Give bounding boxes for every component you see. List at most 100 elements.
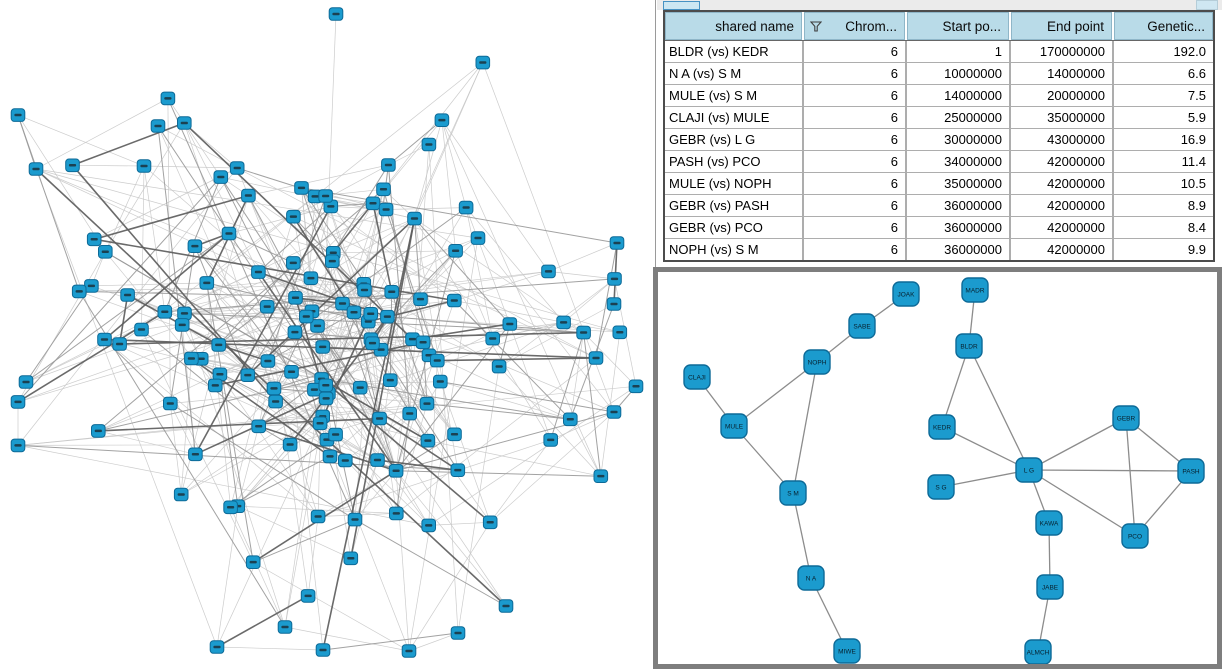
main-network-node[interactable] (383, 373, 398, 387)
main-network-node[interactable] (593, 469, 609, 483)
main-network-node[interactable] (310, 319, 325, 333)
main-network-node[interactable] (310, 509, 326, 524)
table-cell-value[interactable]: 36000000 (907, 239, 1009, 260)
column-header-chrom[interactable]: Chrom... (804, 12, 905, 40)
table-cell-value[interactable]: 6.6 (1114, 63, 1213, 84)
table-cell-value[interactable]: 25000000 (907, 107, 1009, 128)
main-network-node[interactable] (401, 644, 417, 658)
main-network-node[interactable] (184, 351, 199, 366)
main-network-node[interactable] (498, 599, 514, 613)
main-network-node[interactable] (407, 211, 422, 226)
main-network-node[interactable] (470, 231, 486, 245)
main-network-node[interactable] (251, 419, 266, 434)
main-network-node[interactable] (112, 337, 127, 351)
main-network-view[interactable] (0, 0, 652, 669)
main-network-node[interactable] (65, 158, 80, 173)
preview-network-canvas[interactable]: JOAK MADR SABE BLDR NOPH CLAJI GEBR MULE KEDR L G… (658, 272, 1217, 664)
table-cell-value[interactable]: 7.5 (1114, 85, 1213, 106)
main-network-node[interactable] (10, 438, 26, 453)
table-cell-value[interactable]: 42000000 (1011, 195, 1112, 216)
table-cell-value[interactable]: 6 (804, 173, 905, 194)
table-cell-shared-name[interactable]: GEBR (vs) PCO (665, 217, 802, 238)
network-node-s-g[interactable]: S G (927, 474, 955, 500)
main-network-node[interactable] (384, 285, 399, 299)
network-node-l-g[interactable]: L G (1015, 457, 1043, 483)
main-network-node[interactable] (208, 378, 223, 393)
main-network-node[interactable] (335, 296, 350, 311)
main-network-node[interactable] (325, 254, 340, 268)
main-network-node[interactable] (413, 292, 428, 306)
main-network-node[interactable] (606, 405, 622, 419)
network-node-madr[interactable]: MADR (961, 277, 989, 303)
main-network-node[interactable] (211, 338, 226, 352)
main-network-node[interactable] (421, 518, 436, 533)
main-network-node[interactable] (260, 354, 276, 368)
main-network-node[interactable] (347, 512, 363, 527)
main-network-node[interactable] (389, 506, 404, 521)
main-network-node[interactable] (491, 359, 507, 374)
table-cell-value[interactable]: 6 (804, 151, 905, 172)
main-network-node[interactable] (10, 108, 26, 122)
main-network-node[interactable] (502, 317, 518, 331)
pane-splitter[interactable] (655, 0, 656, 267)
table-cell-value[interactable]: 36000000 (907, 195, 1009, 216)
table-cell-shared-name[interactable]: PASH (vs) PCO (665, 151, 802, 172)
network-node-bldr[interactable]: BLDR (955, 333, 983, 359)
table-cell-value[interactable]: 35000000 (907, 173, 1009, 194)
table-cell-value[interactable]: 14000000 (1011, 63, 1112, 84)
main-network-node[interactable] (365, 196, 381, 211)
main-network-node[interactable] (134, 322, 149, 337)
network-node-mule[interactable]: MULE (720, 413, 748, 439)
main-network-node[interactable] (322, 449, 338, 464)
table-cell-value[interactable]: 192.0 (1114, 41, 1213, 62)
table-cell-value[interactable]: 6 (804, 239, 905, 260)
main-network-node[interactable] (241, 188, 256, 203)
table-cell-value[interactable]: 43000000 (1011, 129, 1112, 150)
table-cell-value[interactable]: 6 (804, 41, 905, 62)
main-network-node[interactable] (266, 381, 282, 396)
main-network-node[interactable] (18, 375, 34, 389)
main-network-node[interactable] (282, 437, 298, 452)
main-network-node[interactable] (433, 374, 448, 389)
table-cell-value[interactable]: 30000000 (907, 129, 1009, 150)
main-network-node[interactable] (343, 551, 359, 566)
table-cell-value[interactable]: 10.5 (1114, 173, 1213, 194)
main-network-node[interactable] (415, 335, 431, 350)
main-network-node[interactable] (318, 189, 333, 203)
main-network-node[interactable] (607, 272, 622, 286)
main-network-node[interactable] (357, 283, 372, 297)
table-cell-shared-name[interactable]: MULE (vs) S M (665, 85, 802, 106)
main-network-node[interactable] (430, 353, 445, 368)
network-node-kedr[interactable]: KEDR (928, 414, 956, 440)
main-network-node[interactable] (71, 284, 87, 299)
main-network-node[interactable] (98, 245, 113, 259)
table-cell-shared-name[interactable]: N A (vs) S M (665, 63, 802, 84)
table-cell-value[interactable]: 6 (804, 63, 905, 84)
main-network-node[interactable] (10, 395, 26, 409)
column-header-end-point[interactable]: End point (1011, 12, 1112, 40)
main-network-node[interactable] (277, 620, 293, 634)
main-network-node[interactable] (421, 137, 437, 152)
main-network-node[interactable] (268, 394, 283, 409)
network-node-s-m[interactable]: S M (779, 480, 807, 506)
main-network-node[interactable] (120, 288, 135, 302)
main-network-node[interactable] (223, 500, 238, 515)
main-network-node[interactable] (450, 463, 466, 477)
main-network-node[interactable] (402, 406, 417, 421)
main-network-node[interactable] (609, 236, 625, 250)
main-network-node[interactable] (338, 453, 353, 468)
main-network-node[interactable] (372, 411, 387, 426)
table-cell-shared-name[interactable]: GEBR (vs) PASH (665, 195, 802, 216)
main-network-node[interactable] (450, 626, 466, 640)
main-network-node[interactable] (388, 464, 404, 478)
main-network-node[interactable] (160, 91, 176, 106)
main-network-node[interactable] (150, 119, 166, 133)
main-network-node[interactable] (365, 336, 380, 350)
main-network-node[interactable] (284, 365, 299, 379)
main-network-node[interactable] (485, 331, 500, 346)
network-node-joak[interactable]: JOAK (892, 281, 920, 307)
network-node-noph[interactable]: NOPH (803, 349, 831, 375)
main-network-node[interactable] (299, 309, 314, 324)
network-node-gebr[interactable]: GEBR (1112, 405, 1140, 431)
main-network-node[interactable] (458, 200, 474, 215)
